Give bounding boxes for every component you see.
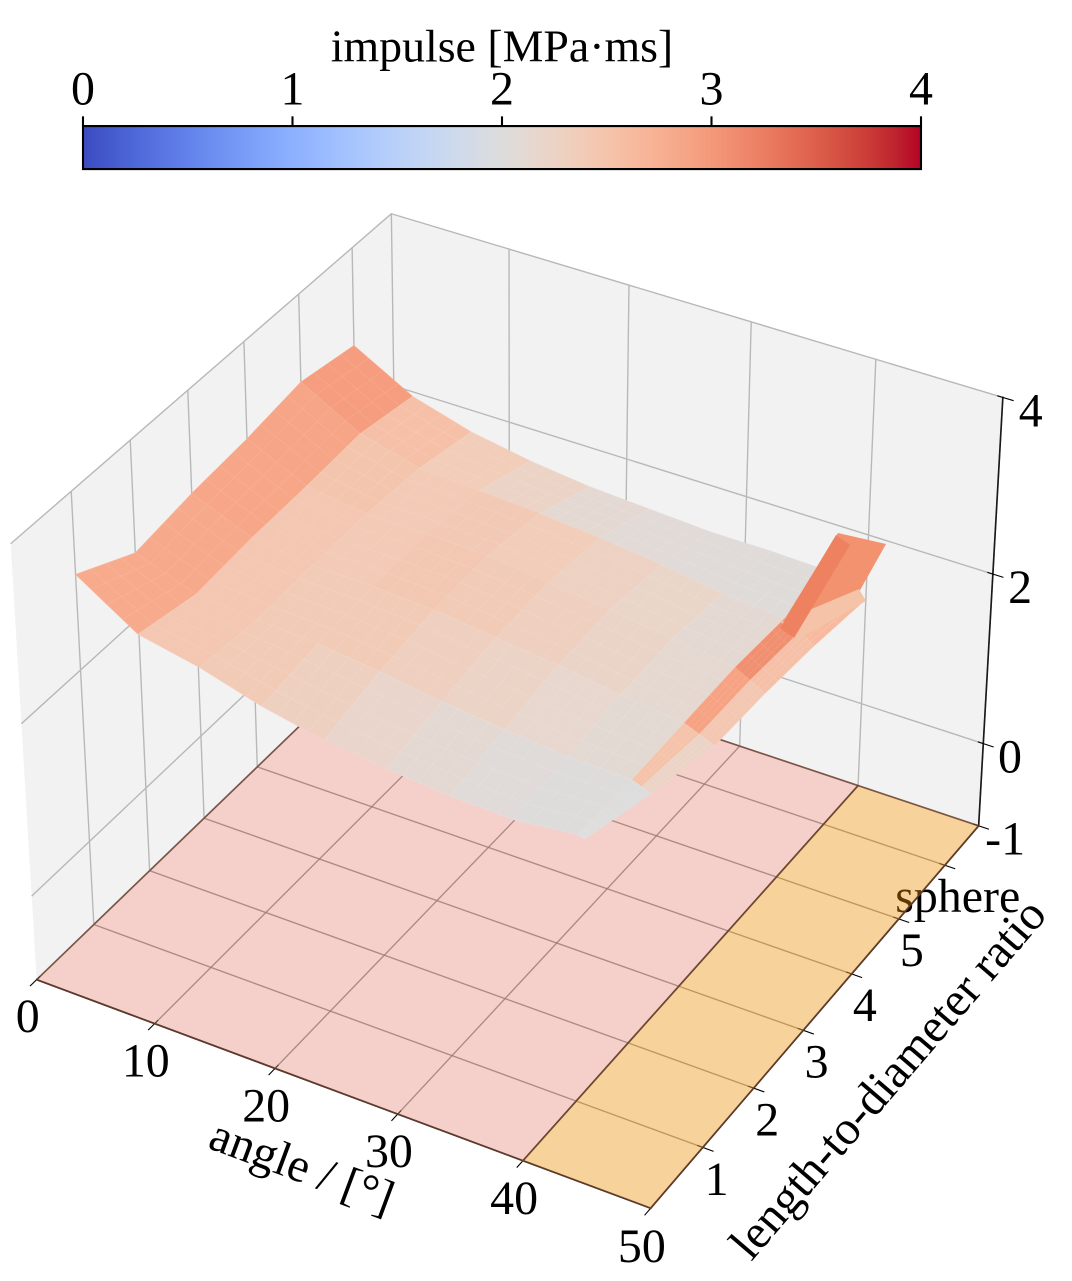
svg-text:2: 2: [755, 1093, 779, 1146]
svg-text:50: 50: [618, 1220, 666, 1273]
svg-text:0: 0: [16, 990, 40, 1043]
svg-text:2: 2: [490, 63, 514, 116]
svg-text:0: 0: [998, 731, 1022, 784]
svg-text:3: 3: [700, 63, 724, 116]
svg-text:4: 4: [1019, 385, 1043, 438]
svg-text:4: 4: [853, 979, 877, 1032]
svg-text:1: 1: [281, 63, 305, 116]
svg-text:1: 1: [705, 1153, 729, 1206]
svg-text:2: 2: [1008, 561, 1032, 614]
svg-text:20: 20: [242, 1079, 290, 1132]
svg-text:3: 3: [805, 1035, 829, 1088]
svg-text:30: 30: [365, 1125, 413, 1178]
svg-text:10: 10: [122, 1034, 170, 1087]
svg-text:0: 0: [71, 63, 95, 116]
svg-text:40: 40: [490, 1172, 538, 1225]
svg-text:5: 5: [900, 924, 924, 977]
svg-text:impulse [MPa·ms]: impulse [MPa·ms]: [331, 21, 673, 72]
svg-text:-1: -1: [985, 813, 1025, 866]
svg-text:4: 4: [909, 63, 933, 116]
